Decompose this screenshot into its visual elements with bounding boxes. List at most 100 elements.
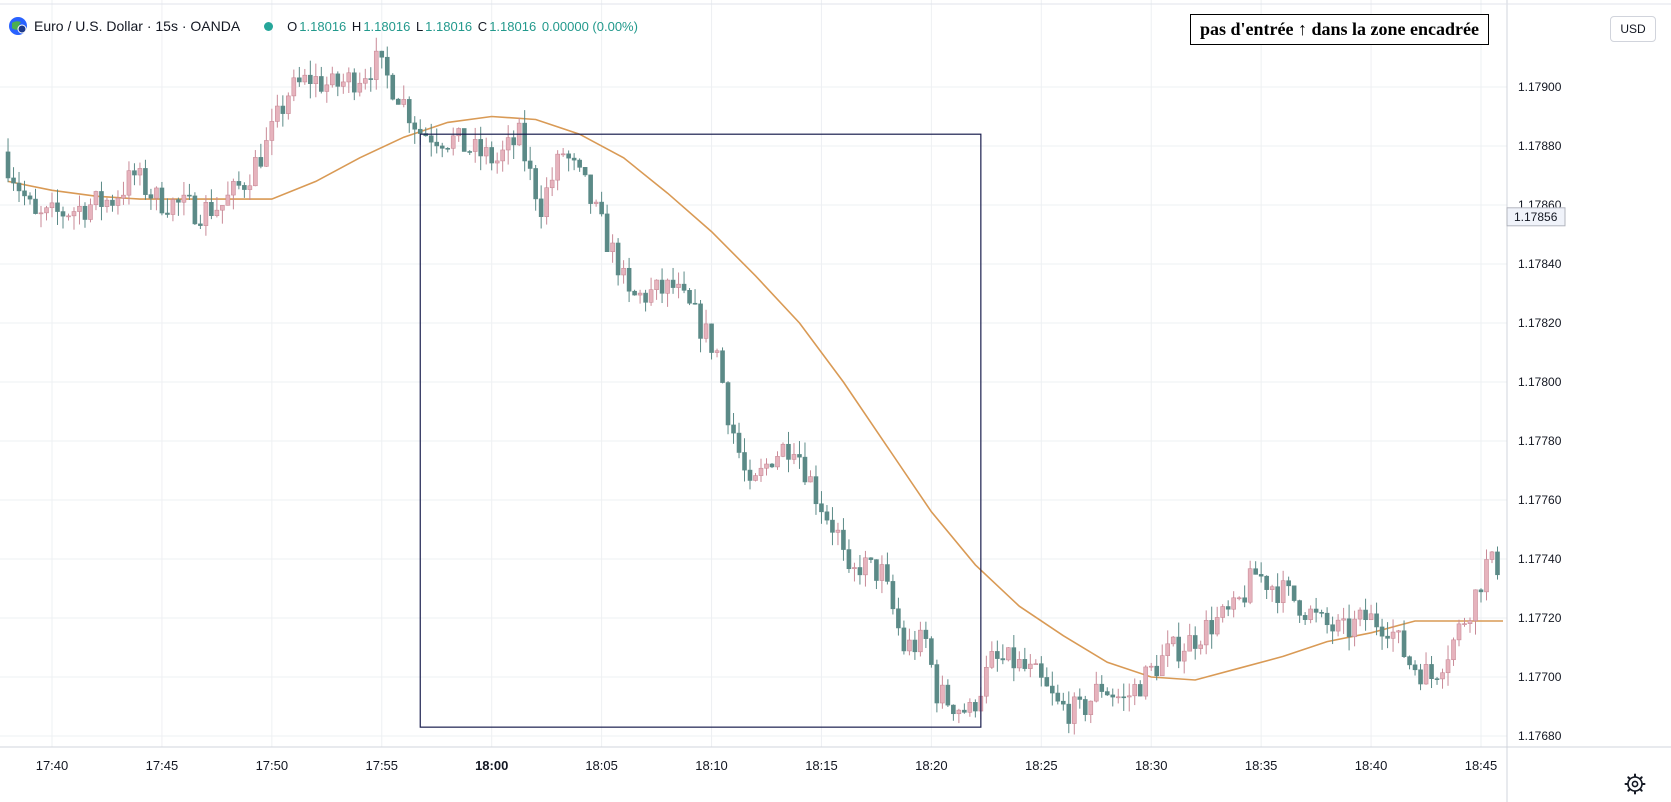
candle-79: [439, 142, 445, 158]
candle-body-51: [286, 95, 291, 114]
candle-body-144: [797, 454, 802, 458]
candle-body-153: [846, 549, 852, 570]
candle-6: [38, 205, 44, 228]
x-tick-label-9: 18:25: [1025, 758, 1058, 773]
candle-body-193: [1066, 703, 1072, 724]
candle-25: [143, 159, 148, 200]
candle-261: [1440, 668, 1445, 689]
candle-194: [1071, 692, 1077, 735]
candle-52: [291, 69, 297, 102]
change-value: 0.00000 (0.00%): [541, 18, 638, 34]
candle-body-125: [692, 302, 698, 305]
candle-115: [637, 289, 643, 304]
candle-body-32: [181, 194, 187, 203]
candle-body-135: [747, 469, 753, 481]
candle-46: [258, 143, 264, 169]
candle-55: [308, 60, 313, 99]
candle-116: [643, 289, 648, 312]
candle-body-159: [879, 564, 885, 581]
candle-body-55: [308, 74, 313, 85]
candle-182: [1006, 647, 1011, 662]
candle-48: [269, 108, 275, 156]
candle-body-43: [242, 185, 247, 190]
candle-179: [989, 641, 995, 670]
candle-body-96: [533, 168, 538, 200]
candle-body-197: [1088, 700, 1094, 715]
candle-92: [511, 130, 516, 159]
y-axis-ticks: 1.17680 1.17700 1.17720 1.17740 1.17760 1.177…: [1518, 80, 1562, 743]
candle-body-124: [687, 290, 692, 304]
candle-257: [1418, 663, 1423, 691]
candle-body-7: [44, 207, 49, 214]
candle-131: [725, 381, 731, 435]
candle-body-90: [500, 149, 505, 162]
candle-body-240: [1324, 612, 1330, 626]
candle-247: [1363, 598, 1368, 631]
candle-body-223: [1231, 597, 1236, 610]
candle-body-267: [1473, 589, 1478, 622]
euro-dollar-globe-icon: [9, 17, 27, 35]
candle-29: [165, 198, 170, 218]
candles-group: [5, 37, 1500, 735]
candle-26: [148, 188, 154, 210]
candle-111: [615, 238, 621, 286]
candle-body-186: [1028, 663, 1033, 669]
candle-body-198: [1093, 683, 1099, 702]
candle-65: [362, 68, 368, 90]
candle-244: [1346, 604, 1352, 651]
candle-87: [483, 137, 489, 165]
candle-150: [830, 507, 835, 546]
candle-body-252: [1390, 631, 1396, 639]
candle-151: [835, 522, 841, 546]
candle-84: [467, 150, 473, 155]
candle-body-265: [1462, 623, 1467, 625]
candle-body-82: [456, 128, 462, 137]
symbol-title[interactable]: Euro / U.S. Dollar · 15s · OANDA: [34, 18, 241, 34]
candle-224: [1236, 596, 1242, 601]
candle-body-162: [896, 608, 901, 629]
candle-17: [99, 181, 104, 221]
candle-body-19: [110, 199, 115, 206]
candle-252: [1390, 619, 1396, 652]
candle-93: [516, 117, 522, 147]
candle-body-191: [1055, 692, 1061, 702]
candle-126: [698, 300, 703, 353]
candle-body-231: [1275, 586, 1280, 603]
candle-body-42: [236, 181, 242, 186]
candle-body-120: [665, 279, 670, 294]
candle-139: [769, 463, 775, 469]
x-tick-label-11: 18:35: [1245, 758, 1278, 773]
gear-icon[interactable]: [1620, 770, 1650, 798]
candle-3: [22, 180, 27, 206]
candle-95: [527, 146, 533, 181]
candle-54: [302, 68, 308, 85]
annotation-note: pas d'entrée ↑ dans la zone encadrée: [1190, 14, 1489, 45]
candle-213: [1176, 622, 1182, 669]
last-price-marker: 1.17856: [1506, 207, 1566, 227]
last-price-label: 1.17856: [1514, 210, 1558, 224]
candle-body-220: [1214, 617, 1220, 635]
candle-78: [434, 128, 440, 154]
candle-body-86: [478, 139, 484, 157]
candle-body-117: [648, 289, 654, 303]
candle-233: [1286, 576, 1291, 596]
candle-72: [401, 85, 407, 108]
candle-body-85: [472, 139, 478, 152]
candle-225: [1242, 585, 1247, 608]
candle-body-79: [439, 145, 445, 149]
candle-44: [247, 174, 253, 200]
open-label: O: [287, 18, 298, 34]
candle-body-40: [225, 194, 231, 206]
ohlc-readout: O 1.18016 H 1.18016 L 1.18016 C 1.18016 0.00…: [287, 19, 640, 34]
candle-body-215: [1187, 635, 1193, 652]
candle-47: [264, 127, 269, 167]
candle-body-71: [395, 98, 401, 105]
currency-button[interactable]: USD: [1610, 16, 1656, 42]
candle-232: [1280, 570, 1286, 613]
candle-223: [1231, 591, 1236, 618]
candle-15: [88, 198, 93, 223]
candle-109: [604, 204, 610, 253]
candle-body-150: [830, 519, 835, 533]
candle-187: [1033, 659, 1039, 665]
